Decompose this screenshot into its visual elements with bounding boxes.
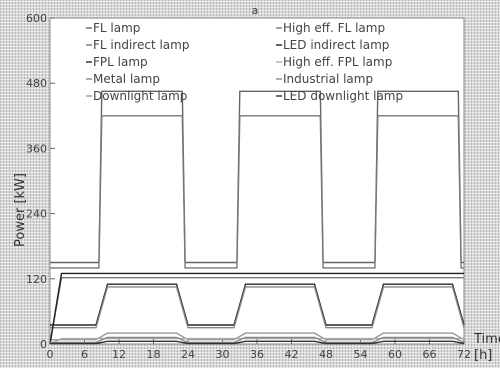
x-tick-label: 18 bbox=[147, 348, 161, 361]
x-axis-ticks: 0 6 12 18 24 30 36 42 48 54 60 66 72 bbox=[47, 339, 471, 361]
series-line-5 bbox=[50, 332, 465, 341]
series-line-2 bbox=[50, 115, 464, 269]
x-tick-label: 36 bbox=[250, 348, 264, 361]
legend-label: LED downlight lamp bbox=[283, 89, 403, 103]
legend-label: Downlight lamp bbox=[93, 89, 187, 103]
x-tick-label: 54 bbox=[354, 348, 368, 361]
series-line-9 bbox=[50, 336, 465, 344]
y-tick-label: 120 bbox=[26, 273, 47, 286]
y-axis-ticks: 0 120 240 360 480 600 bbox=[26, 12, 55, 351]
x-tick-label: 60 bbox=[388, 348, 402, 361]
y-tick-label: 240 bbox=[26, 208, 47, 221]
x-tick-label: 48 bbox=[319, 348, 333, 361]
x-tick-label: 30 bbox=[216, 348, 230, 361]
x-tick-label: 66 bbox=[423, 348, 437, 361]
x-tick-label: 72 bbox=[457, 348, 471, 361]
x-tick-label: 42 bbox=[285, 348, 299, 361]
x-axis-unit: [h] bbox=[474, 348, 492, 363]
series-line-10 bbox=[50, 340, 465, 345]
y-tick-label: 480 bbox=[26, 77, 47, 90]
x-tick-label: 12 bbox=[112, 348, 126, 361]
series-line-4 bbox=[50, 286, 465, 329]
x-tick-label: 6 bbox=[81, 348, 88, 361]
top-mark: a bbox=[252, 4, 259, 17]
series-line-3 bbox=[50, 283, 465, 326]
legend: FL lamp FL indirect lamp FPL lamp Metal lam… bbox=[86, 21, 403, 103]
series-line-1 bbox=[50, 90, 464, 264]
legend-label: LED indirect lamp bbox=[283, 38, 389, 52]
legend-label: High eff. FL lamp bbox=[283, 21, 385, 35]
y-axis-title: Power [kW] bbox=[13, 173, 28, 247]
x-tick-label: 0 bbox=[47, 348, 54, 361]
series-line-7 bbox=[49, 272, 464, 345]
legend-label: FL lamp bbox=[93, 21, 140, 35]
legend-label: FL indirect lamp bbox=[93, 38, 189, 52]
y-tick-label: 600 bbox=[26, 12, 47, 25]
plot-area bbox=[49, 17, 465, 345]
series-layer bbox=[49, 90, 465, 345]
legend-label: FPL lamp bbox=[93, 55, 148, 69]
legend-label: Metal lamp bbox=[93, 72, 160, 86]
y-tick-label: 360 bbox=[26, 142, 47, 155]
y-tick-label: 0 bbox=[40, 338, 47, 351]
legend-label: High eff. FPL lamp bbox=[283, 55, 392, 69]
x-tick-label: 24 bbox=[181, 348, 195, 361]
x-axis-title: Time bbox=[473, 332, 500, 347]
legend-label: Industrial lamp bbox=[283, 72, 373, 86]
